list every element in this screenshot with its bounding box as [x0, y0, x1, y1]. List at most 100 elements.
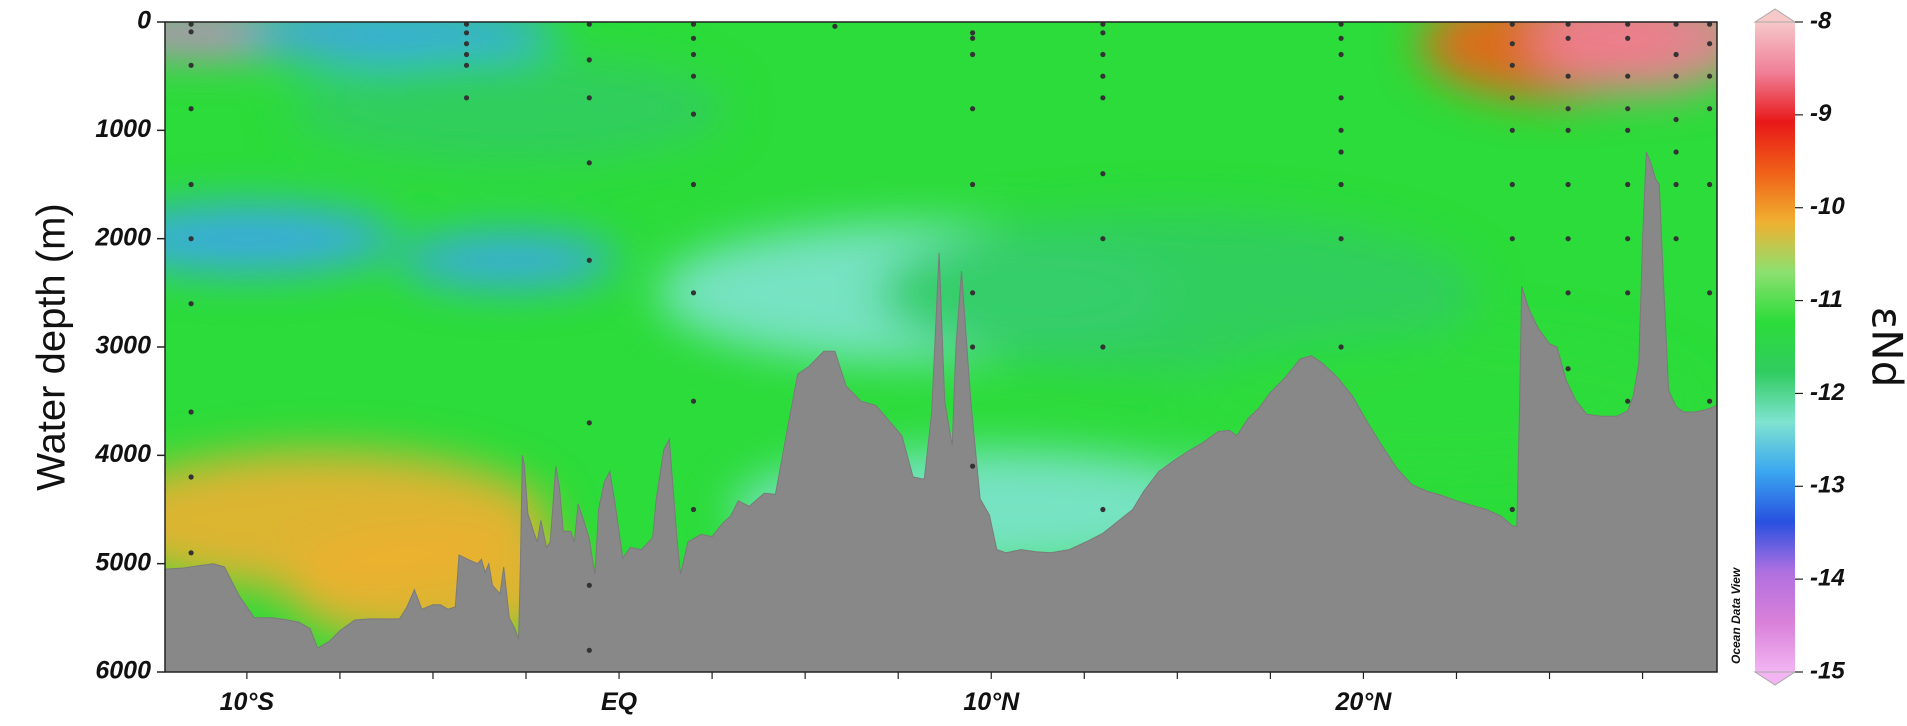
sample-point [1339, 52, 1344, 57]
sample-point [970, 290, 975, 295]
sample-point [1339, 95, 1344, 100]
colorbar-tick-label: -8 [1810, 7, 1832, 34]
sample-point [1339, 36, 1344, 41]
sample-point [464, 63, 469, 68]
sample-point [1707, 399, 1712, 404]
sample-point [1625, 128, 1630, 133]
sample-point [189, 29, 194, 34]
sample-point [1510, 182, 1515, 187]
sample-point [1674, 149, 1679, 154]
y-tick-label: 3000 [95, 332, 151, 360]
sample-point [1510, 41, 1515, 46]
colorbar: -8-9-10-11-12-13-14-15 [1755, 7, 1845, 685]
colorbar-top-cap [1755, 9, 1795, 22]
sample-point [1625, 36, 1630, 41]
sample-point [691, 36, 696, 41]
sample-point [189, 63, 194, 68]
colorbar-tick-label: -13 [1810, 472, 1845, 499]
sample-point [1625, 399, 1630, 404]
sample-point [1625, 182, 1630, 187]
colorbar-tick-label: -15 [1810, 657, 1845, 684]
sample-point [1707, 290, 1712, 295]
sample-point [832, 24, 837, 29]
ocean-data-view-watermark: Ocean Data View [1729, 567, 1743, 664]
sample-point [970, 52, 975, 57]
sample-point [1566, 36, 1571, 41]
sample-point [1100, 171, 1105, 176]
sample-point [691, 290, 696, 295]
sample-point [587, 95, 592, 100]
sample-point [1707, 182, 1712, 187]
sample-point [1566, 366, 1571, 371]
colorbar-label: εNd [1863, 307, 1907, 388]
colorbar-ticks: -8-9-10-11-12-13-14-15 [1795, 7, 1845, 684]
sample-point [691, 52, 696, 57]
sample-point [587, 160, 592, 165]
sample-point [464, 95, 469, 100]
colorbar-bottom-cap [1755, 672, 1795, 685]
sample-point [1707, 41, 1712, 46]
sample-point [1566, 290, 1571, 295]
sample-point [189, 474, 194, 479]
sample-point [464, 52, 469, 57]
y-tick-label: 4000 [94, 440, 151, 468]
plot-area [60, 0, 1753, 677]
sample-point [189, 301, 194, 306]
x-axis: 10°S EQ 10°N 20°N [220, 672, 1643, 716]
sample-point [189, 106, 194, 111]
sample-point [464, 41, 469, 46]
x-tick-label: 10°N [963, 688, 1020, 716]
sample-point [691, 507, 696, 512]
sample-point [189, 550, 194, 555]
y-tick-label: 2000 [94, 223, 151, 251]
sample-point [970, 30, 975, 35]
sample-point [970, 182, 975, 187]
sample-point [1625, 106, 1630, 111]
sample-point [1625, 236, 1630, 241]
sample-point [1625, 290, 1630, 295]
sample-point [970, 36, 975, 41]
field-patch [397, 232, 617, 288]
colorbar-tick-label: -9 [1810, 100, 1832, 127]
sample-point [1707, 106, 1712, 111]
sample-point [1339, 236, 1344, 241]
sample-point [1625, 74, 1630, 79]
colorbar-tick-label: -11 [1810, 286, 1843, 313]
sample-point [1566, 182, 1571, 187]
sample-point [189, 409, 194, 414]
sample-point [1100, 507, 1105, 512]
x-tick-label: 20°N [1334, 688, 1392, 716]
sample-point [691, 112, 696, 117]
sample-point [1100, 74, 1105, 79]
sample-point [587, 648, 592, 653]
x-tick-label: EQ [601, 688, 638, 716]
sample-point [970, 344, 975, 349]
sample-point [1510, 95, 1515, 100]
sample-point [1339, 128, 1344, 133]
sample-point [970, 464, 975, 469]
sample-point [1100, 95, 1105, 100]
sample-point [189, 236, 194, 241]
sample-point [464, 30, 469, 35]
sample-point [970, 106, 975, 111]
y-tick-label: 0 [137, 7, 151, 35]
colorbar-tick-label: -12 [1810, 379, 1845, 406]
field-patch [287, 54, 727, 164]
x-tick-label: 10°S [220, 688, 275, 716]
sample-point [587, 420, 592, 425]
sample-point [1100, 344, 1105, 349]
sample-point [1339, 149, 1344, 154]
sample-point [1510, 236, 1515, 241]
sample-point [587, 57, 592, 62]
sample-point [1100, 52, 1105, 57]
sample-point [1674, 236, 1679, 241]
sample-point [691, 182, 696, 187]
colorbar-tick-label: -10 [1810, 193, 1845, 220]
sample-point [1339, 182, 1344, 187]
sample-point [587, 258, 592, 263]
sample-point [1674, 117, 1679, 122]
y-tick-label: 6000 [95, 657, 151, 685]
